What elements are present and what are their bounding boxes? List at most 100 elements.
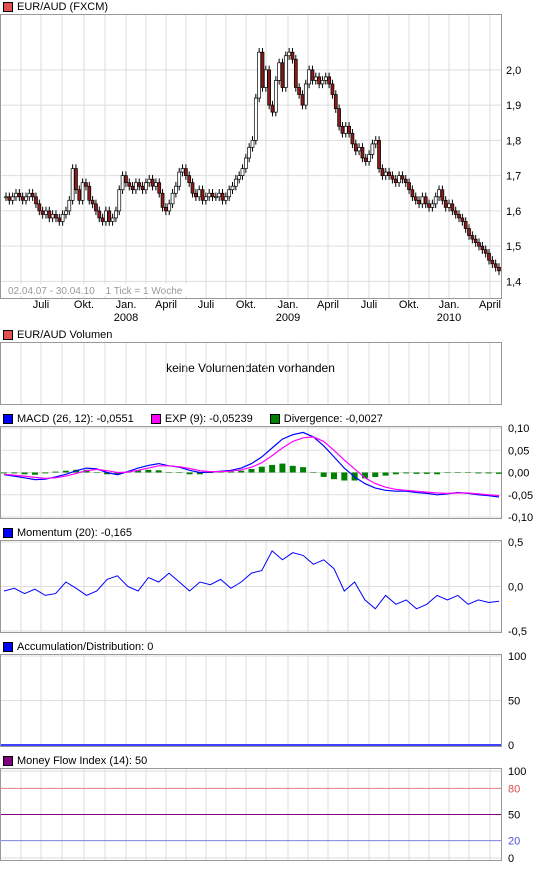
candle-body xyxy=(227,189,232,198)
candle-body xyxy=(107,210,112,222)
no-volume-message: keine Volumendaten vorhanden xyxy=(166,361,335,375)
divergence-bar xyxy=(21,472,28,475)
x-axis-labels: Juli Okt. Jan. April Juli Okt. Jan. April Juli Ok… xyxy=(33,299,501,324)
volume-panel-frame xyxy=(0,342,502,405)
divergence-bar xyxy=(341,472,348,481)
candle-body xyxy=(367,154,371,162)
candle-body xyxy=(270,104,275,113)
candle-body xyxy=(147,178,152,184)
candle-body xyxy=(150,178,155,187)
candle-body xyxy=(177,171,182,187)
candle-body xyxy=(450,203,455,212)
macd-label-text: MACD (26, 12): -0,0551 xyxy=(17,413,134,425)
candle-body xyxy=(30,192,35,198)
divergence-label-text: Divergence: -0,0027 xyxy=(283,413,383,425)
candle-body xyxy=(453,210,458,215)
candle-body xyxy=(343,125,348,134)
candle-body xyxy=(117,189,122,212)
x-month-label: Jan. xyxy=(439,299,460,311)
candle-body xyxy=(447,203,451,208)
divergence-bar xyxy=(145,469,152,473)
y-tick-label: 100 xyxy=(508,651,526,663)
candle-body xyxy=(17,192,22,198)
candle-body xyxy=(440,189,445,201)
candle-body xyxy=(94,203,98,212)
candle-body xyxy=(390,175,395,180)
momentum-line xyxy=(3,550,500,610)
divergence-bar xyxy=(403,472,410,474)
divergence-bar xyxy=(444,472,451,473)
candle-body xyxy=(437,189,441,198)
candle-body xyxy=(37,203,42,212)
candle-body xyxy=(337,108,341,127)
price-legend-swatch xyxy=(3,2,13,12)
momentum-plot xyxy=(3,550,500,610)
y-tick-label: 50 xyxy=(508,696,520,708)
candle-body xyxy=(330,83,335,95)
candle-body xyxy=(273,80,278,113)
divergence-bar xyxy=(248,468,255,473)
candle-body xyxy=(67,199,72,212)
divergence-bar xyxy=(320,472,327,477)
divergence-bar xyxy=(238,470,245,473)
x-year-label: 2009 xyxy=(276,312,300,324)
candle-body xyxy=(104,210,108,222)
candle-body xyxy=(427,203,431,208)
candle-body xyxy=(160,192,165,208)
candle-body xyxy=(84,182,88,187)
candle-body xyxy=(353,143,358,152)
divergence-bar xyxy=(186,472,193,475)
candle-body xyxy=(277,62,281,81)
candle-body xyxy=(363,157,368,162)
price-panel-title: EUR/AUD (FXCM) xyxy=(3,0,122,14)
divergence-bar xyxy=(392,472,399,475)
macd-panel-title: MACD (26, 12): -0,0551 EXP (9): -0,05239… xyxy=(3,412,397,426)
momentum-panel-title: Momentum (20): -0,165 xyxy=(3,526,146,540)
candle-body xyxy=(197,189,202,198)
y-tick-label: 0,00 xyxy=(508,468,529,480)
candle-body xyxy=(263,69,268,88)
candle-body xyxy=(210,192,215,198)
candle-body xyxy=(134,182,138,191)
candle-body xyxy=(457,214,461,219)
candle-body xyxy=(4,196,8,199)
candle-body xyxy=(124,175,128,184)
price-y-tick-label: 2,0 xyxy=(506,65,521,77)
divergence-bar xyxy=(361,472,368,479)
candle-body xyxy=(260,51,265,88)
candle-body xyxy=(110,217,115,222)
candle-body xyxy=(257,51,262,99)
exp-label-text: EXP (9): -0,05239 xyxy=(164,413,253,425)
candle-body xyxy=(140,185,145,191)
candle-body xyxy=(47,210,52,219)
candle-body xyxy=(167,203,172,212)
exp-line xyxy=(3,436,500,497)
y-tick-label: 100 xyxy=(508,766,526,778)
candle-body xyxy=(247,147,252,159)
candle-body xyxy=(293,58,298,88)
candle-body xyxy=(54,214,58,219)
candle-body xyxy=(403,178,408,184)
candle-body xyxy=(487,252,491,261)
candle-body xyxy=(57,217,62,222)
candle-body xyxy=(313,76,318,81)
x-year-label: 2010 xyxy=(437,312,461,324)
y-tick-label: 0 xyxy=(508,740,514,752)
candle-body xyxy=(204,196,208,201)
ad-legend-swatch xyxy=(3,642,13,652)
candle-body xyxy=(10,196,15,201)
candle-body xyxy=(287,51,291,57)
candle-body xyxy=(373,140,378,145)
ad-panel-frame xyxy=(0,654,502,747)
divergence-bar xyxy=(331,472,337,480)
candle-body xyxy=(230,185,235,191)
divergence-bar xyxy=(496,472,502,474)
candle-body xyxy=(497,266,501,272)
divergence-bar xyxy=(289,465,296,473)
momentum-panel-frame xyxy=(0,540,502,633)
divergence-bar xyxy=(434,472,441,475)
divergence-bar xyxy=(31,472,38,475)
candle-body xyxy=(400,175,405,180)
divergence-bar xyxy=(310,472,317,473)
